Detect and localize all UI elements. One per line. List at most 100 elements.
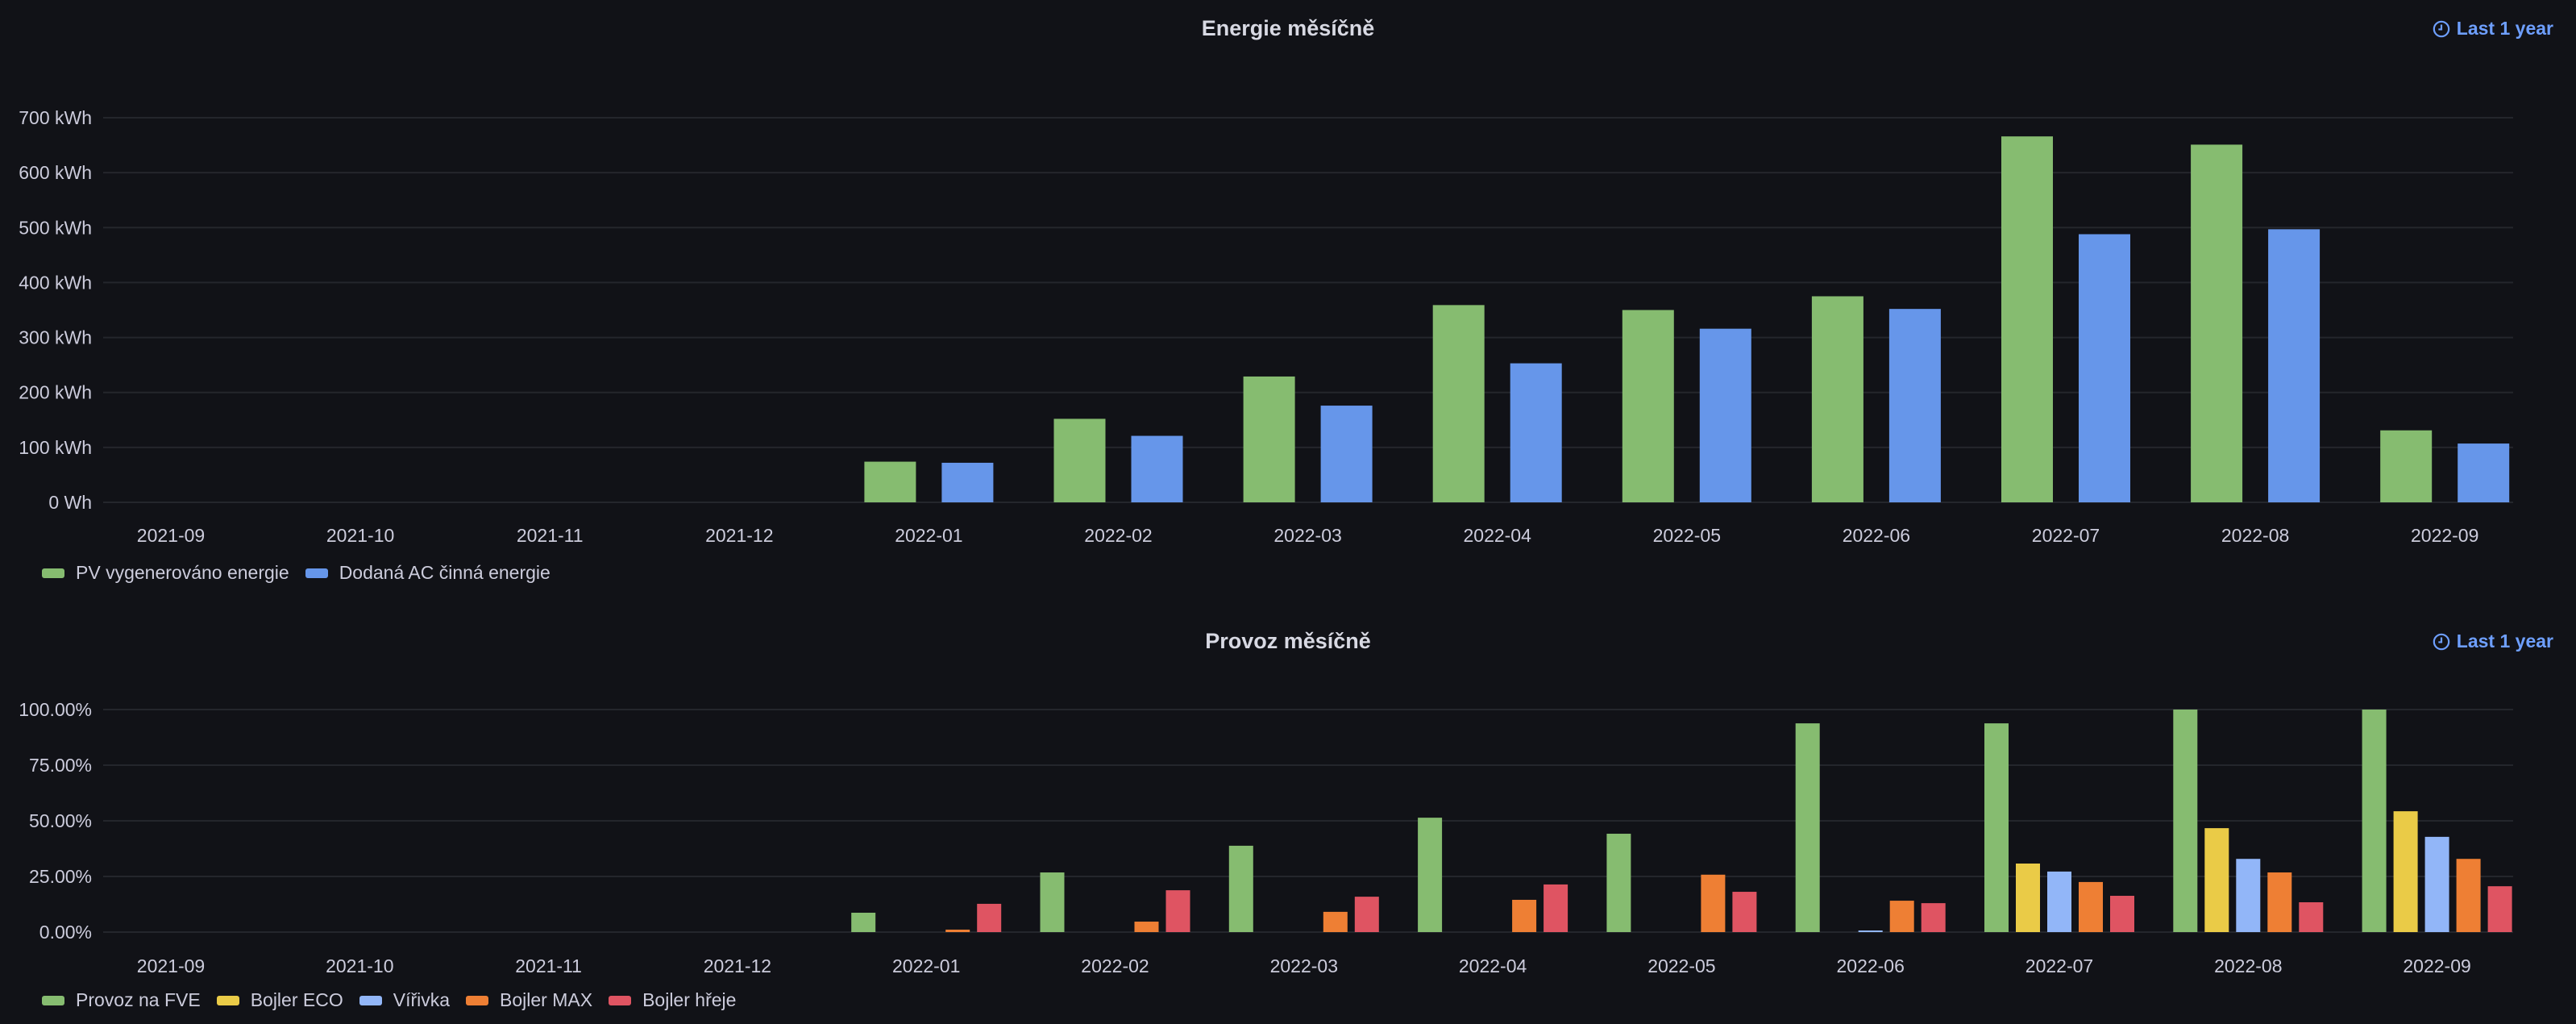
bar-dodan-ac-inn-energie-2022-03[interactable]: [1320, 406, 1373, 502]
legend-item[interactable]: Dodaná AC činná energie: [305, 562, 551, 584]
time-range-info[interactable]: Last 1 year: [2433, 18, 2553, 40]
bar-dodan-ac-inn-energie-2022-08[interactable]: [2268, 229, 2320, 502]
y-tick-label: 500 kWh: [19, 217, 92, 238]
bar-dodan-ac-inn-energie-2022-01[interactable]: [941, 462, 994, 502]
x-tick-label: 2022-09: [2411, 525, 2478, 546]
x-tick-label: 2021-12: [704, 955, 771, 976]
x-tick-label: 2022-08: [2214, 955, 2282, 976]
legend-item[interactable]: Vířivka: [359, 989, 450, 1011]
x-tick-label: 2022-05: [1653, 525, 1721, 546]
bar-pv-vygenerov-no-energie-2022-03[interactable]: [1243, 376, 1295, 502]
bar-provoz-na-fve-2022-08[interactable]: [2173, 710, 2198, 932]
bar-bojler-max-2022-07[interactable]: [2079, 881, 2103, 932]
y-tick-label: 300 kWh: [19, 327, 92, 348]
x-tick-label: 2022-05: [1647, 955, 1715, 976]
bar-dodan-ac-inn-energie-2022-02[interactable]: [1131, 435, 1183, 502]
legend-item[interactable]: Bojler ECO: [216, 989, 343, 1011]
bar-pv-vygenerov-no-energie-2022-01[interactable]: [864, 461, 916, 502]
bar-bojler-eco-2022-09[interactable]: [2393, 811, 2418, 932]
bar-bojler-h-eje-2022-08[interactable]: [2299, 902, 2324, 932]
bar-bojler-h-eje-2022-09[interactable]: [2487, 886, 2512, 932]
bar-pv-vygenerov-no-energie-2022-09[interactable]: [2380, 430, 2433, 502]
y-tick-label: 400 kWh: [19, 272, 92, 293]
bar-bojler-h-eje-2022-06[interactable]: [1921, 903, 1946, 932]
bar-provoz-na-fve-2022-06[interactable]: [1795, 723, 1820, 932]
bar-provoz-na-fve-2022-04[interactable]: [1418, 818, 1443, 932]
legend-label: Bojler ECO: [250, 989, 343, 1010]
legend-item[interactable]: Bojler hřeje: [609, 989, 736, 1011]
x-tick-label: 2022-03: [1273, 525, 1341, 546]
x-tick-label: 2022-01: [892, 955, 960, 976]
bar-bojler-eco-2022-07[interactable]: [2016, 863, 2040, 932]
bar-bojler-max-2022-03[interactable]: [1323, 911, 1348, 932]
y-tick-label: 0 Wh: [48, 492, 92, 513]
bar-bojler-h-eje-2022-05[interactable]: [1732, 892, 1757, 932]
bar-bojler-max-2022-09[interactable]: [2456, 859, 2481, 932]
legend-swatch: [305, 568, 328, 578]
clock-icon: [2433, 633, 2450, 650]
legend-swatch: [609, 995, 632, 1005]
legend-label: Provoz na FVE: [76, 989, 201, 1010]
bar-v-ivka-2022-09[interactable]: [2424, 836, 2449, 932]
x-tick-label: 2021-09: [137, 525, 205, 546]
bar-bojler-max-2022-08[interactable]: [2267, 872, 2292, 932]
bar-pv-vygenerov-no-energie-2022-05[interactable]: [1622, 310, 1674, 503]
bar-dodan-ac-inn-energie-2022-06[interactable]: [1888, 309, 1941, 502]
y-tick-label: 700 kWh: [19, 107, 92, 128]
bar-provoz-na-fve-2022-03[interactable]: [1228, 845, 1253, 932]
bar-provoz-na-fve-2022-05[interactable]: [1606, 834, 1631, 932]
bar-bojler-eco-2022-08[interactable]: [2204, 828, 2229, 932]
time-range-label: Last 1 year: [2456, 18, 2553, 39]
bar-bojler-max-2022-05[interactable]: [1701, 874, 1726, 932]
bar-pv-vygenerov-no-energie-2022-07[interactable]: [2001, 136, 2053, 502]
bar-bojler-h-eje-2022-07[interactable]: [2110, 896, 2134, 932]
bar-pv-vygenerov-no-energie-2022-06[interactable]: [1811, 296, 1863, 502]
bar-bojler-h-eje-2022-04[interactable]: [1544, 884, 1568, 932]
panel-title: Energie měsíčně: [1201, 16, 1375, 40]
bar-bojler-max-2022-01[interactable]: [945, 929, 970, 932]
y-tick-label: 25.00%: [29, 866, 92, 887]
legend-label: Bojler hřeje: [642, 989, 737, 1010]
legend-item[interactable]: Bojler MAX: [466, 989, 592, 1011]
y-tick-label: 100 kWh: [19, 437, 92, 458]
bar-v-ivka-2022-07[interactable]: [2047, 871, 2071, 932]
bar-provoz-na-fve-2022-09[interactable]: [2362, 710, 2387, 932]
bar-pv-vygenerov-no-energie-2022-02[interactable]: [1053, 418, 1106, 502]
x-tick-label: 2022-06: [1836, 955, 1904, 976]
provoz-chart: 0.00% 25.00% 50.00% 75.00% 100.00% 2021-09 202…: [19, 699, 2513, 976]
bar-bojler-h-eje-2022-02[interactable]: [1165, 890, 1190, 932]
bar-provoz-na-fve-2022-02[interactable]: [1040, 872, 1065, 932]
legend-label: Bojler MAX: [500, 989, 593, 1010]
legend-item[interactable]: Provoz na FVE: [42, 989, 201, 1011]
y-tick-label: 50.00%: [29, 810, 92, 831]
bar-pv-vygenerov-no-energie-2022-04[interactable]: [1432, 305, 1485, 502]
x-tick-label: 2021-10: [326, 955, 393, 976]
bar-bojler-max-2022-06[interactable]: [1889, 901, 1914, 932]
panel-title: Provoz měsíčně: [1205, 629, 1371, 653]
legend-item[interactable]: PV vygenerováno energie: [42, 562, 289, 584]
bar-v-ivka-2022-06[interactable]: [1858, 930, 1883, 932]
x-tick-label: 2021-12: [705, 525, 773, 546]
y-tick-label: 100.00%: [19, 699, 92, 720]
legend-swatch: [466, 995, 489, 1005]
bar-dodan-ac-inn-energie-2022-07[interactable]: [2079, 234, 2130, 502]
bar-dodan-ac-inn-energie-2022-04[interactable]: [1510, 363, 1562, 502]
legend: Provoz na FVE Bojler ECO Vířivka Bojler MAX…: [42, 989, 736, 1011]
bar-dodan-ac-inn-energie-2022-05[interactable]: [1699, 328, 1751, 502]
bar-bojler-max-2022-04[interactable]: [1512, 899, 1537, 932]
bar-bojler-h-eje-2022-01[interactable]: [977, 903, 1002, 932]
bar-bojler-max-2022-02[interactable]: [1134, 922, 1159, 932]
x-tick-label: 2022-08: [2221, 525, 2289, 546]
energie-chart: 0 Wh 100 kWh 200 kWh 300 kWh 400 kWh 500 kWh 6…: [19, 107, 2513, 546]
x-tick-label: 2021-11: [515, 955, 582, 976]
bar-bojler-h-eje-2022-03[interactable]: [1354, 897, 1379, 932]
bar-provoz-na-fve-2022-07[interactable]: [1984, 723, 2009, 932]
legend-swatch: [42, 995, 64, 1005]
time-range-info[interactable]: Last 1 year: [2433, 631, 2553, 652]
bar-provoz-na-fve-2022-01[interactable]: [851, 912, 876, 932]
bar-pv-vygenerov-no-energie-2022-08[interactable]: [2191, 144, 2243, 502]
legend-swatch: [42, 568, 64, 578]
bar-v-ivka-2022-08[interactable]: [2236, 859, 2261, 932]
bar-dodan-ac-inn-energie-2022-09[interactable]: [2458, 443, 2510, 502]
x-tick-label: 2021-09: [137, 955, 205, 976]
